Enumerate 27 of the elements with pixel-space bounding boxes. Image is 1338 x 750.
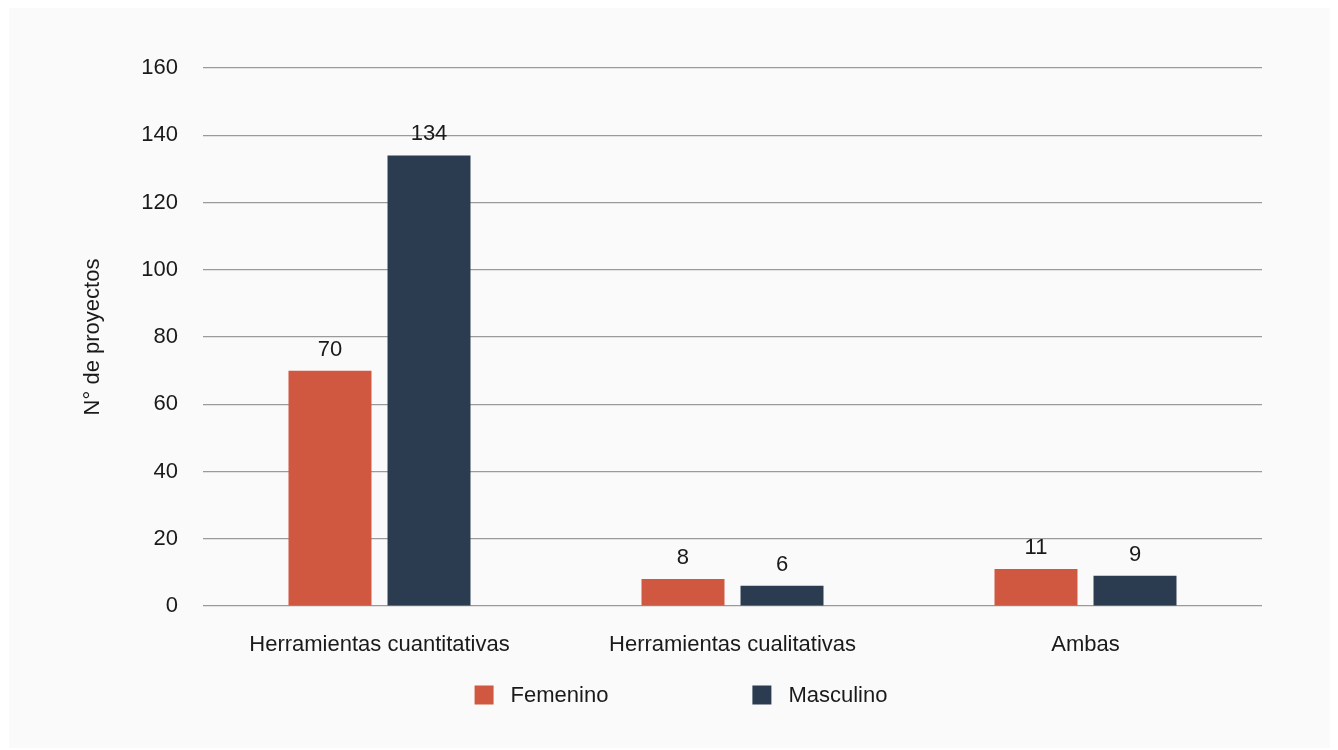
y-tick-label: 40 — [153, 457, 178, 483]
bar — [288, 370, 372, 606]
x-tick-label: Ambas — [1051, 631, 1120, 657]
bar — [740, 585, 824, 606]
y-axis-title: N° de proyectos — [79, 258, 105, 416]
bar — [387, 155, 471, 606]
y-tick-label: 120 — [141, 188, 178, 214]
y-tick-label: 140 — [141, 121, 178, 147]
y-tick-label: 0 — [165, 592, 178, 618]
data-label: 70 — [317, 335, 343, 361]
legend-label: Femenino — [510, 682, 609, 708]
y-tick-label: 60 — [153, 390, 178, 416]
bar — [1093, 575, 1177, 606]
y-tick-label: 80 — [153, 323, 178, 349]
x-tick-label: Herramientas cualitativas — [609, 631, 856, 657]
bar — [641, 579, 725, 606]
legend-label: Masculino — [788, 682, 888, 708]
y-tick-label: 20 — [153, 524, 178, 550]
data-label: 11 — [1024, 534, 1048, 560]
x-tick-label: Herramientas cuantitativas — [249, 631, 510, 657]
y-tick-label: 160 — [141, 54, 178, 80]
bar — [994, 569, 1078, 606]
data-label: 9 — [1128, 540, 1142, 566]
data-label: 6 — [775, 550, 789, 576]
data-label: 134 — [410, 120, 448, 146]
data-label: 8 — [676, 544, 690, 570]
y-tick-label: 100 — [141, 255, 178, 281]
